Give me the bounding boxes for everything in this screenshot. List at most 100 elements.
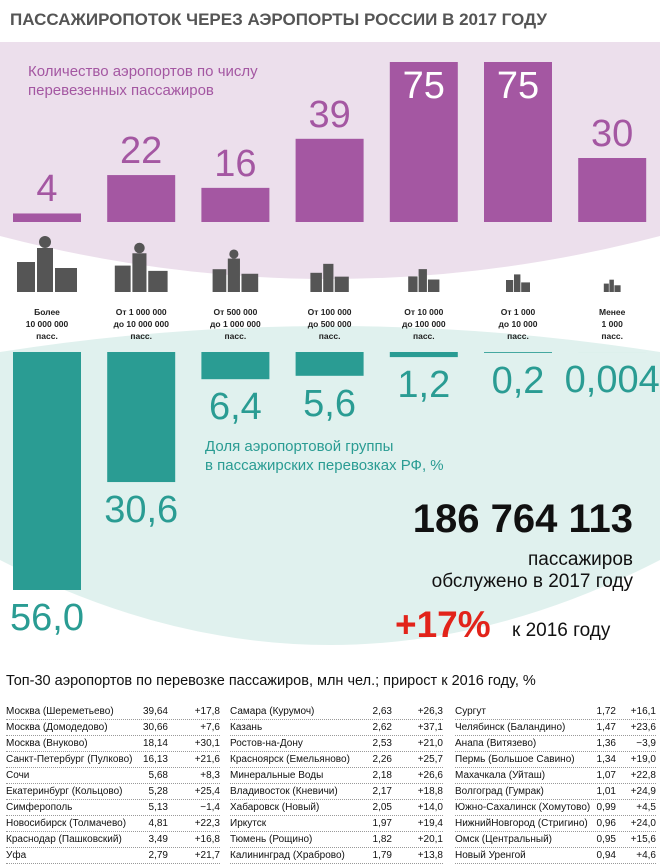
airport-name: Новосибирск (Толмачево) bbox=[6, 818, 127, 829]
growth: +37,1 bbox=[417, 722, 443, 733]
row-separator bbox=[455, 752, 656, 768]
category-label: От 10 000 до 100 000 пасс. bbox=[401, 307, 446, 341]
growth: +23,6 bbox=[630, 722, 656, 733]
airport-name: Махачкала (Уйташ) bbox=[455, 770, 546, 781]
row-separator bbox=[6, 800, 220, 816]
airport-name: Сургут bbox=[455, 706, 486, 717]
growth: +4,6 bbox=[636, 850, 656, 861]
airport-name: Ростов-на-Дону bbox=[230, 738, 303, 749]
growth: +17% bbox=[395, 604, 491, 645]
airport-name: Санкт-Петербург (Пулково) bbox=[6, 754, 133, 765]
growth: +16,1 bbox=[630, 706, 656, 717]
passengers: 1,47 bbox=[596, 722, 616, 733]
row-separator bbox=[455, 800, 656, 816]
row-separator bbox=[455, 816, 656, 832]
row-separator bbox=[455, 720, 656, 736]
category-label: Менее 1 000 пасс. bbox=[598, 307, 626, 341]
growth: +22,8 bbox=[630, 770, 656, 781]
airport-name: Омск (Центральный) bbox=[455, 834, 552, 845]
passengers: 39,64 bbox=[142, 706, 168, 717]
passengers: 3,49 bbox=[148, 834, 168, 845]
growth: +15,6 bbox=[630, 834, 656, 845]
growth: +26,3 bbox=[417, 706, 443, 717]
passengers: 1,79 bbox=[372, 850, 392, 861]
bar bbox=[107, 175, 176, 222]
icon bbox=[17, 262, 35, 292]
value-label: 39 bbox=[308, 93, 351, 136]
icon bbox=[506, 280, 514, 292]
passengers: 2,62 bbox=[372, 722, 392, 733]
value-label: 30 bbox=[591, 113, 634, 155]
airport-name: Москва (Шереметьево) bbox=[6, 706, 114, 717]
title: ПАССАЖИРОПОТОК ЧЕРЕЗ АЭРОПОРТЫ РОССИИ В … bbox=[10, 10, 547, 29]
value-label: 1,2 bbox=[397, 364, 451, 407]
growth: +22,3 bbox=[194, 818, 220, 829]
row-separator bbox=[230, 800, 443, 816]
airport-name: Москва (Внуково) bbox=[6, 738, 88, 749]
growth: +17,8 bbox=[194, 706, 220, 717]
row-separator bbox=[6, 768, 220, 784]
passengers: 0,95 bbox=[596, 834, 616, 845]
value-label: 75 bbox=[496, 65, 540, 107]
passengers: 2,26 bbox=[372, 754, 392, 765]
bar bbox=[484, 352, 552, 353]
icon bbox=[134, 242, 145, 254]
airport-name: Краснодар (Пашковский) bbox=[6, 834, 122, 845]
passengers: 0,99 bbox=[596, 802, 616, 813]
row-separator bbox=[6, 720, 220, 736]
airport-name: Красноярск (Емельяново) bbox=[230, 754, 350, 765]
value-label: 0,004 bbox=[564, 359, 660, 402]
icon bbox=[148, 270, 168, 292]
subtitle: Доля аэропортовой группы в пассажирских … bbox=[205, 438, 444, 474]
icon bbox=[514, 274, 521, 292]
growth: +16,8 bbox=[194, 834, 220, 845]
caption: к 2016 году bbox=[512, 620, 611, 641]
icon bbox=[427, 279, 440, 292]
bar bbox=[201, 187, 270, 222]
row-separator bbox=[6, 704, 220, 720]
icon bbox=[418, 269, 427, 292]
caption: пассажиров bbox=[528, 549, 633, 570]
passengers: 5,68 bbox=[148, 770, 168, 781]
total-passengers: 186 764 113 bbox=[412, 497, 633, 541]
table-title: Топ-30 аэропортов по перевозке пассажиро… bbox=[6, 673, 536, 689]
row-separator bbox=[6, 848, 220, 864]
growth: +4,5 bbox=[636, 802, 656, 813]
bar bbox=[295, 138, 364, 222]
bar bbox=[295, 352, 364, 376]
growth: +19,4 bbox=[417, 818, 443, 829]
value-label: 75 bbox=[402, 65, 445, 107]
passengers: 2,53 bbox=[372, 738, 392, 749]
row-separator bbox=[230, 752, 443, 768]
passengers: 2,05 bbox=[372, 802, 392, 813]
passengers: 16,13 bbox=[142, 754, 168, 765]
airport-name: Анапа (Витязево) bbox=[455, 738, 537, 749]
category-label: От 100 000 до 500 000 пасс. bbox=[307, 307, 352, 341]
icon bbox=[521, 282, 530, 292]
growth: −1,4 bbox=[200, 802, 220, 813]
airport-name: Пермь (Большое Савино) bbox=[455, 754, 575, 765]
airport-name: Волгоград (Гумрак) bbox=[455, 786, 544, 797]
bar bbox=[389, 352, 458, 358]
row-separator bbox=[230, 832, 443, 848]
value-label: 22 bbox=[120, 130, 163, 173]
airport-name: Хабаровск (Новый) bbox=[230, 802, 320, 813]
bar bbox=[389, 62, 458, 222]
row-separator bbox=[230, 816, 443, 832]
airport-name: Казань bbox=[230, 722, 263, 733]
passengers: 1,36 bbox=[596, 738, 616, 749]
passengers: 0,94 bbox=[596, 850, 616, 861]
airport-name: Самара (Курумоч) bbox=[230, 706, 315, 717]
bar bbox=[13, 213, 81, 222]
airport-name: Южно-Сахалинск (Хомутово) bbox=[455, 802, 591, 813]
airport-name: Владивосток (Кневичи) bbox=[230, 786, 338, 797]
icon bbox=[323, 263, 334, 292]
airport-name: Калининград (Храброво) bbox=[230, 850, 345, 861]
value-label: 5,6 bbox=[303, 382, 356, 425]
growth: +25,7 bbox=[417, 754, 443, 765]
passengers: 30,66 bbox=[142, 722, 168, 733]
category-label: Более 10 000 000 пасс. bbox=[25, 307, 69, 341]
row-separator bbox=[455, 704, 656, 720]
row-separator bbox=[230, 736, 443, 752]
growth: +13,8 bbox=[417, 850, 443, 861]
